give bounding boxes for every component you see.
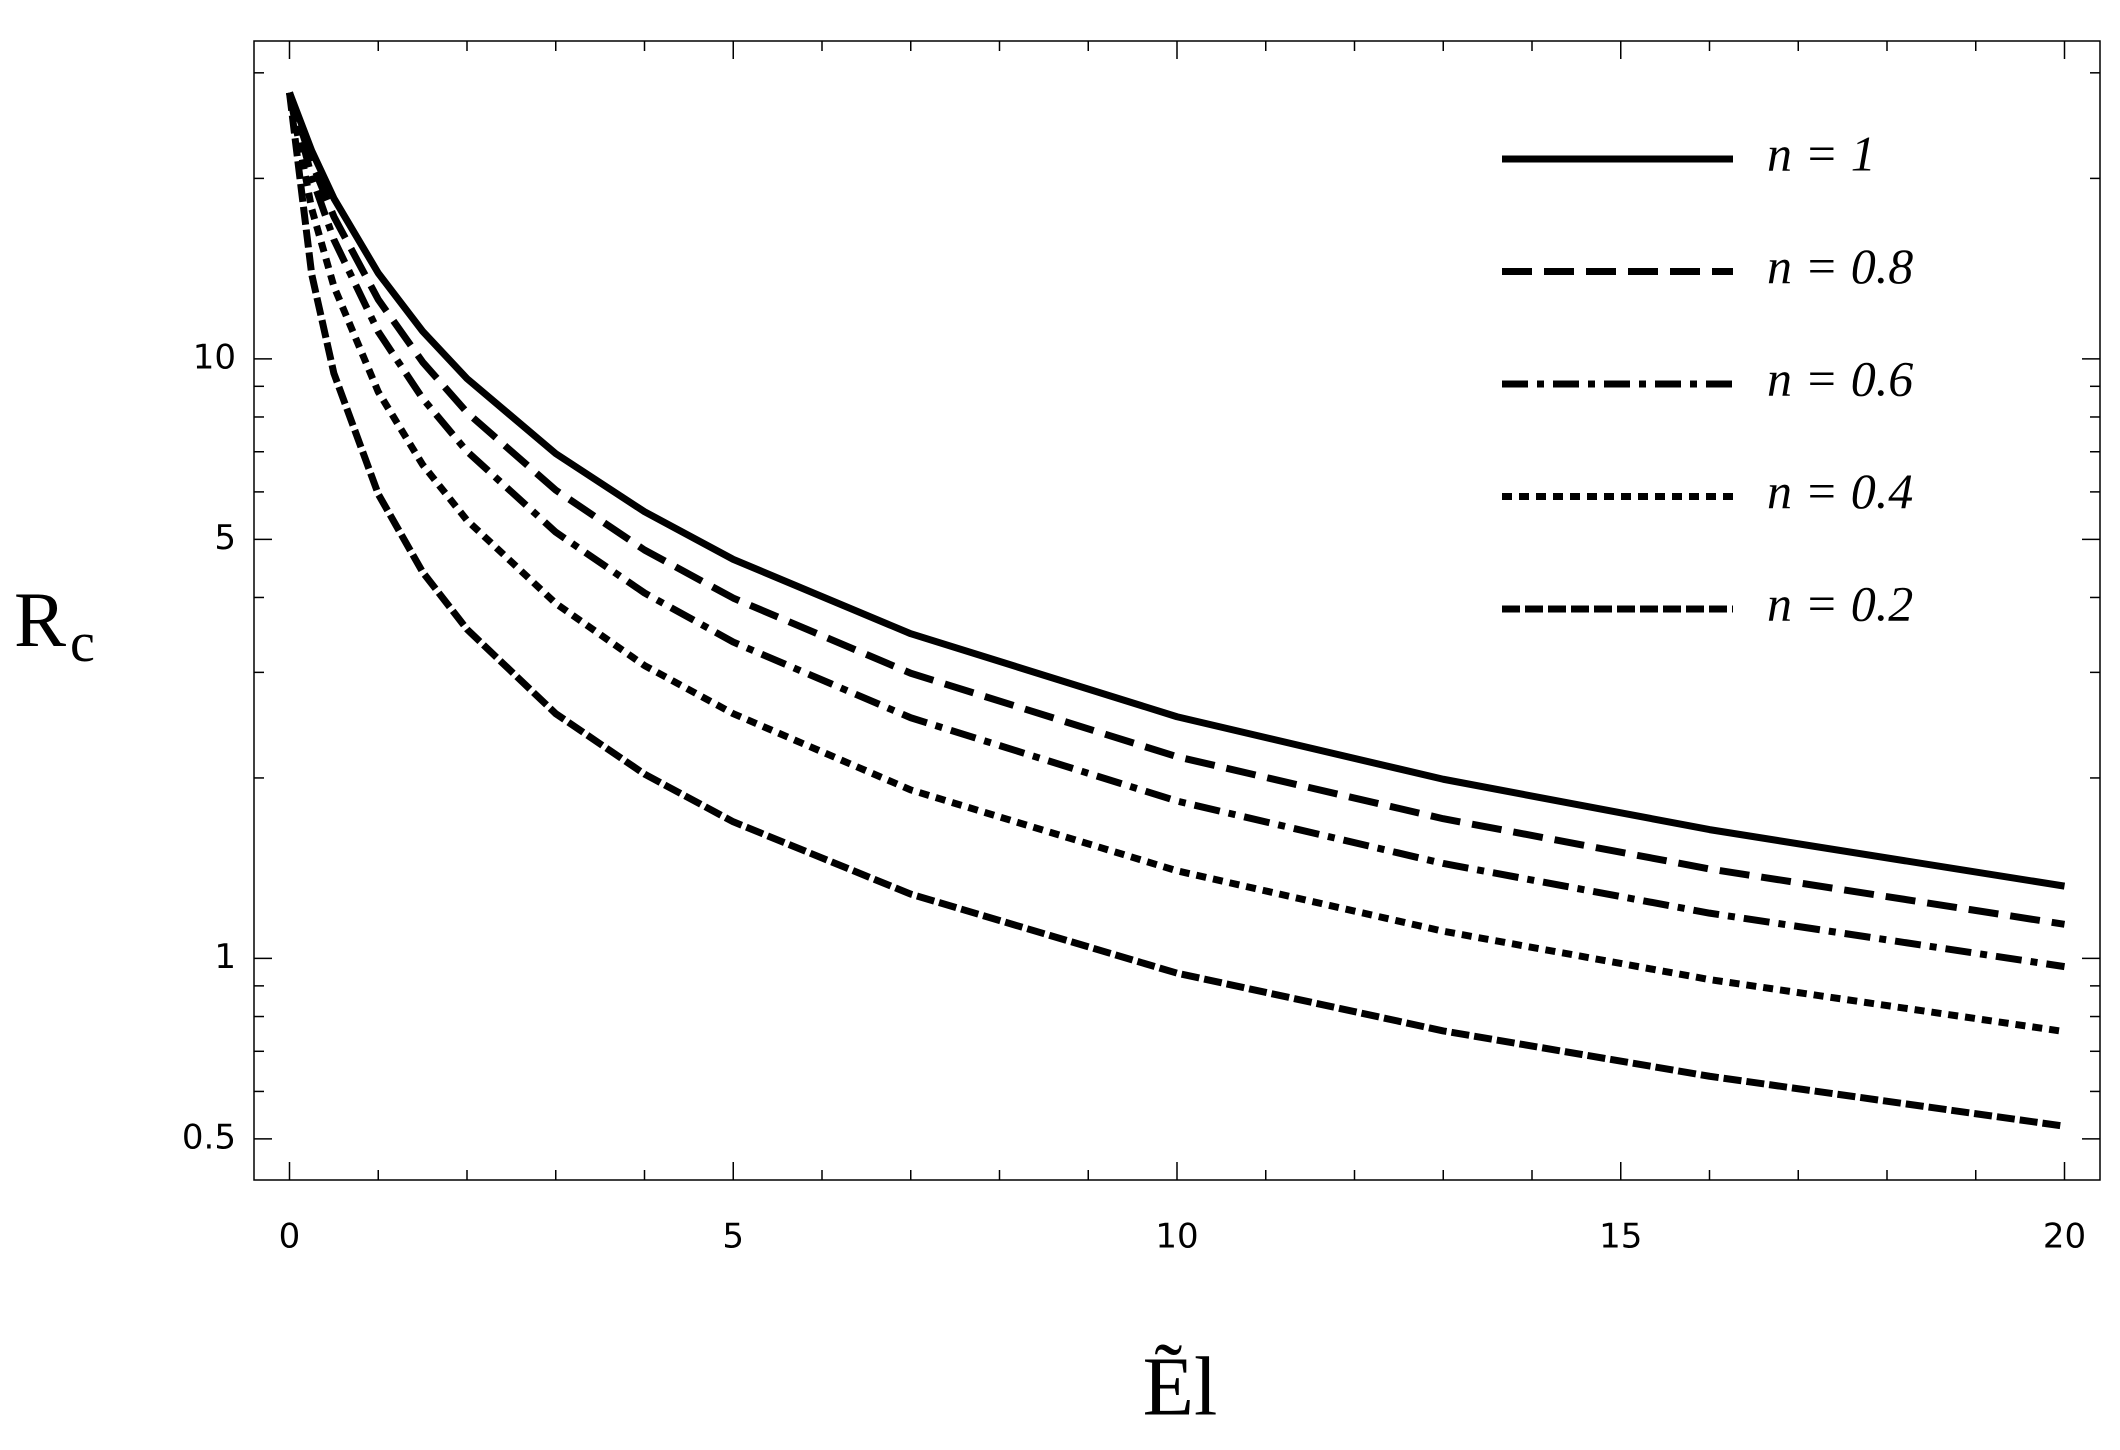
y-axis-label: R (14, 576, 66, 663)
series-line (286, 92, 2065, 1130)
y-tick-label: 10 (193, 337, 236, 377)
y-axis-label-subscript: c (70, 612, 95, 674)
legend-label: n = 0.6 (1767, 350, 1913, 406)
x-tick-label: 20 (2043, 1217, 2086, 1257)
series-line (286, 91, 2066, 890)
x-tick-label: 15 (1599, 1217, 1642, 1257)
series-line (286, 91, 2066, 971)
x-axis-label: Ẽl (1143, 1340, 1218, 1433)
x-tick-label: 5 (722, 1217, 744, 1257)
legend-label: n = 0.4 (1767, 463, 1913, 519)
series-line (286, 91, 2066, 928)
x-tick-label: 0 (279, 1217, 301, 1257)
y-tick-label: 1 (214, 937, 236, 977)
y-tick-label: 5 (214, 518, 236, 558)
y-tick-label: 0.5 (182, 1117, 236, 1157)
legend-label: n = 0.8 (1767, 238, 1913, 294)
legend-label: n = 0.2 (1767, 575, 1913, 631)
x-tick-label: 10 (1155, 1217, 1198, 1257)
legend-label: n = 1 (1767, 125, 1876, 181)
series-line (286, 91, 2066, 1036)
